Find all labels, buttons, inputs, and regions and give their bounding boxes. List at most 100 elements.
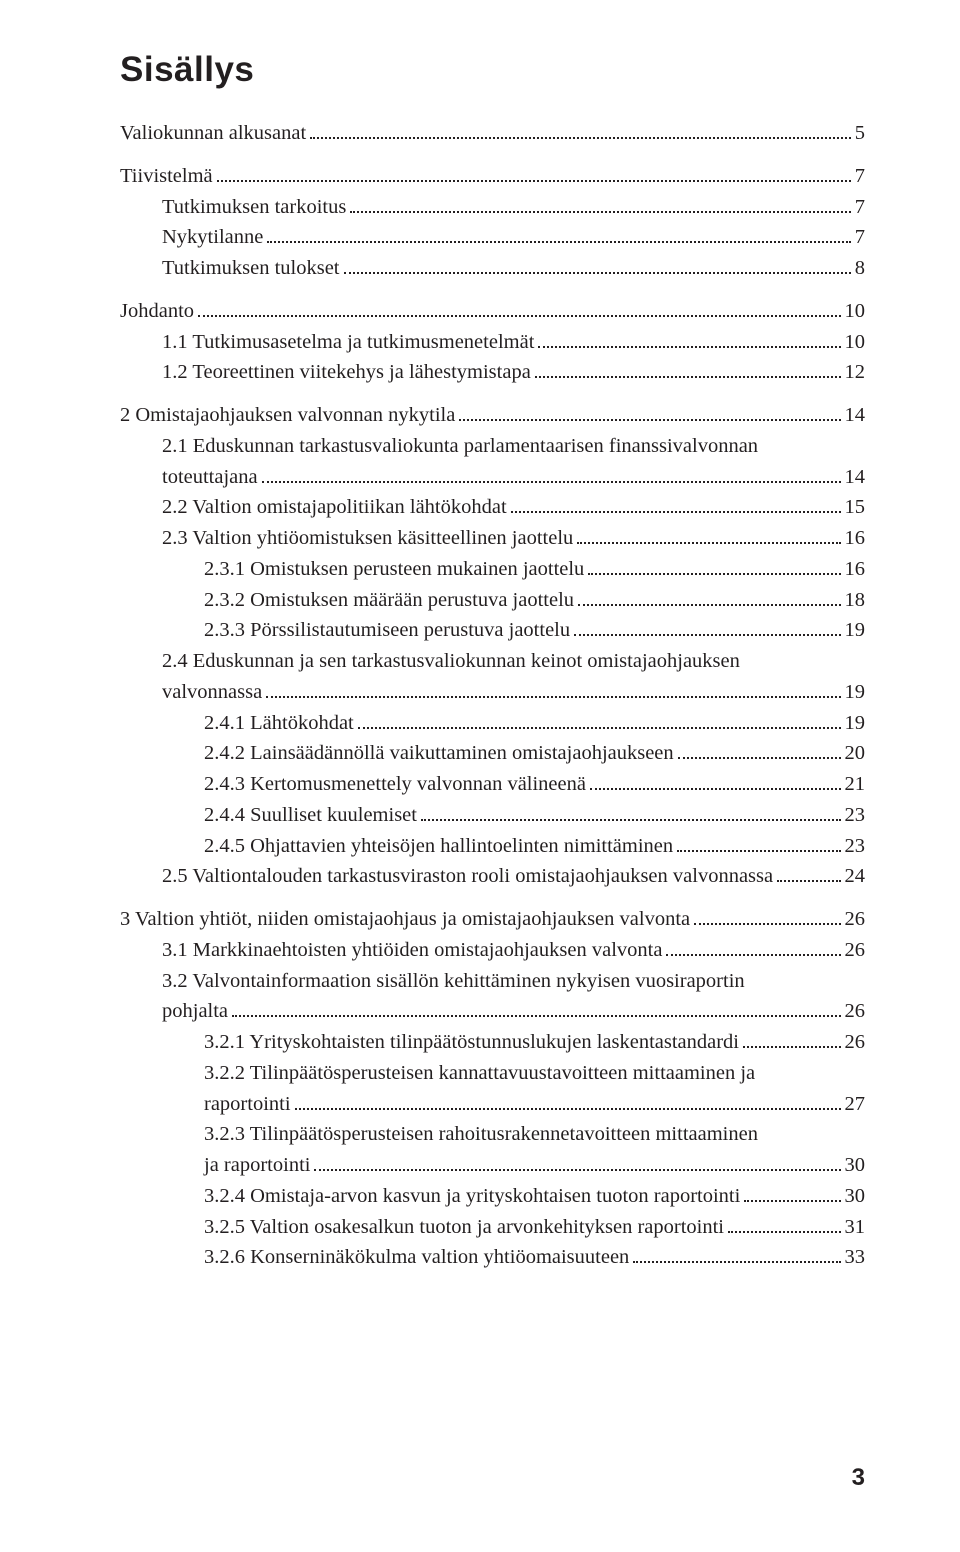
toc-entry-label: 3.2.6 Konserninäkökulma valtion yhtiöoma… [204,1242,629,1273]
toc-leader-dots [677,850,840,852]
toc-entry-page: 10 [845,327,866,358]
toc-leader-dots [588,573,840,575]
toc-entry: 2.4.1 Lähtökohdat19 [120,708,865,739]
toc-entry: 3.2.1 Yrityskohtaisten tilinpäätöstunnus… [120,1027,865,1058]
toc-leader-dots [633,1261,840,1263]
toc-entry-page: 31 [845,1212,866,1243]
toc-leader-dots [574,634,840,636]
toc-leader-dots [744,1200,840,1202]
toc-entry-page: 8 [855,253,865,284]
toc-entry-label: Tiivistelmä [120,161,213,192]
toc-entry-label: Tutkimuksen tulokset [162,253,340,284]
toc-leader-dots [459,419,840,421]
toc-entry-label: 2.3 Valtion yhtiöomistuksen käsitteellin… [162,523,573,554]
toc-leader-dots [314,1169,840,1171]
toc-entry: Tutkimuksen tarkoitus7 [120,192,865,223]
page-number: 3 [852,1464,865,1492]
toc-leader-dots [232,1015,840,1017]
toc-entry: valvonnassa 19 [120,677,865,708]
toc-entry-label: 2.3.3 Pörssilistautumiseen perustuva jao… [204,615,570,646]
toc-entry: Tiivistelmä 7 [120,161,865,192]
toc-entry-page: 14 [845,400,866,431]
toc-leader-dots [262,481,841,483]
toc-entry-label: 1.1 Tutkimusasetelma ja tutkimusmenetelm… [162,327,534,358]
toc-leader-dots [511,511,841,513]
toc-entry-label: 3 Valtion yhtiöt, niiden omistajaohjaus … [120,904,690,935]
toc-entry: 3 Valtion yhtiöt, niiden omistajaohjaus … [120,904,865,935]
toc-entry-label: 3.2.1 Yrityskohtaisten tilinpäätöstunnus… [204,1027,739,1058]
toc-entry-page: 33 [845,1242,866,1273]
toc-entry-label: 2.4.3 Kertomusmenettely valvonnan väline… [204,769,586,800]
toc-entry: 2.4.2 Lainsäädännöllä vaikuttaminen omis… [120,738,865,769]
toc-entry-label: 2.1 Eduskunnan tarkastusvaliokunta parla… [162,431,758,462]
toc-entry: 2.4.4 Suulliset kuulemiset23 [120,800,865,831]
toc-entry: 3.2.2 Tilinpäätösperusteisen kannattavuu… [120,1058,865,1089]
toc-entry-label: 1.2 Teoreettinen viitekehys ja lähestymi… [162,357,531,388]
toc-entry-page: 30 [845,1150,866,1181]
toc-leader-dots [344,272,851,274]
toc-entry-page: 27 [845,1089,866,1120]
toc-entry: raportointi27 [120,1089,865,1120]
toc-entry-label: pohjalta [162,996,228,1027]
toc-entry-label: Tutkimuksen tarkoitus [162,192,346,223]
toc-entry: 2.3.2 Omistuksen määrään perustuva jaott… [120,585,865,616]
toc-entry: 1.1 Tutkimusasetelma ja tutkimusmenetelm… [120,327,865,358]
toc-leader-dots [350,211,850,213]
toc-entry-page: 7 [855,161,865,192]
toc-entry-page: 23 [845,831,866,862]
toc-leader-dots [421,819,841,821]
toc-entry-label: valvonnassa [162,677,262,708]
toc-leader-dots [538,346,840,348]
toc-entry-label: 2.4.2 Lainsäädännöllä vaikuttaminen omis… [204,738,674,769]
toc-entry: 2.3 Valtion yhtiöomistuksen käsitteellin… [120,523,865,554]
toc-section: 2 Omistajaohjauksen valvonnan nykytila14… [120,400,865,892]
toc-section: Tiivistelmä7Tutkimuksen tarkoitus7Nykyti… [120,161,865,284]
toc-entry-page: 5 [855,118,865,149]
toc-entry-page: 19 [845,677,866,708]
toc-leader-dots [217,180,851,182]
toc-entry-label: Johdanto [120,296,194,327]
toc-entry: Johdanto 10 [120,296,865,327]
toc-section: Johdanto 10 1.1 Tutkimusasetelma ja tutkim… [120,296,865,388]
toc-leader-dots [678,757,841,759]
toc-entry: pohjalta26 [120,996,865,1027]
toc-entry-page: 7 [855,222,865,253]
toc-leader-dots [777,880,840,882]
toc-entry-page: 10 [845,296,866,327]
toc-entry-label: 3.2.4 Omistaja-arvon kasvun ja yrityskoh… [204,1181,740,1212]
toc-entry-label: 2.3.1 Omistuksen perusteen mukainen jaot… [204,554,584,585]
toc-leader-dots [578,604,840,606]
toc-entry-label: toteuttajana [162,462,258,493]
toc-entry: Tutkimuksen tulokset 8 [120,253,865,284]
toc-leader-dots [535,376,841,378]
toc-entry: toteuttajana 14 [120,462,865,493]
toc-entry-label: 3.2.2 Tilinpäätösperusteisen kannattavuu… [204,1058,755,1089]
toc-entry: 3.2 Valvontainformaation sisällön kehitt… [120,966,865,997]
toc-entry-page: 26 [845,904,866,935]
toc-entry: 3.1 Markkinaehtoisten yhtiöiden omistaja… [120,935,865,966]
toc-entry-label: ja raportointi [204,1150,310,1181]
toc-entry: 2.4 Eduskunnan ja sen tarkastusvaliokunn… [120,646,865,677]
toc-entry-page: 23 [845,800,866,831]
toc-leader-dots [590,788,841,790]
toc-leader-dots [743,1046,840,1048]
toc-entry: 3.2.6 Konserninäkökulma valtion yhtiöoma… [120,1242,865,1273]
toc-entry-label: 2.3.2 Omistuksen määrään perustuva jaott… [204,585,574,616]
toc-entry-page: 14 [845,462,866,493]
toc-entry-label: 2.4.1 Lähtökohdat [204,708,354,739]
toc-entry-label: 2.4.5 Ohjattavien yhteisöjen hallintoeli… [204,831,673,862]
toc-entry-page: 19 [845,615,866,646]
toc-leader-dots [310,137,851,139]
toc-leader-dots [577,542,840,544]
toc-section: 3 Valtion yhtiöt, niiden omistajaohjaus … [120,904,865,1273]
toc-entry-page: 26 [845,1027,866,1058]
toc-entry-label: 2.5 Valtiontalouden tarkastusviraston ro… [162,861,773,892]
toc-leader-dots [694,923,840,925]
toc-entry: 2.4.3 Kertomusmenettely valvonnan väline… [120,769,865,800]
toc-entry-page: 16 [845,554,866,585]
toc-entry-page: 24 [845,861,866,892]
page-title: Sisällys [120,50,865,90]
toc-leader-dots [267,241,850,243]
toc-entry: 2.1 Eduskunnan tarkastusvaliokunta parla… [120,431,865,462]
toc-entry: 2 Omistajaohjauksen valvonnan nykytila14 [120,400,865,431]
